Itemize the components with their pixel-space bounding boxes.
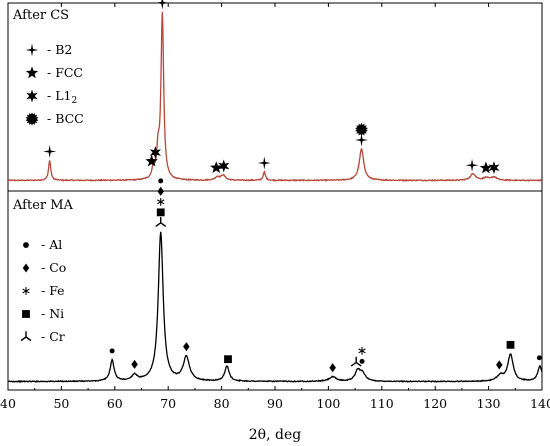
x-tick-label-40: 40 [0, 396, 16, 411]
peak-marker-ma-8-diamond [496, 360, 503, 370]
legend-label-cs-1: - FCC [47, 65, 83, 80]
peak-marker-ma-7-asterisk [358, 346, 366, 355]
peak-marker-ma-3-diamond [183, 342, 190, 352]
peak-markers-ma [109, 178, 542, 373]
peak-markers-cs [43, 0, 500, 175]
peak-marker-ma-9-square [506, 340, 515, 349]
legend-label-cs-2: - L12 [47, 88, 77, 106]
x-tick-label-120: 120 [423, 396, 447, 411]
x-axis-title: 2θ, deg [249, 427, 301, 443]
peak-marker-cs-3-cross4 [155, 0, 169, 10]
legend-label-ma-2: - Fe [41, 283, 65, 298]
legend-subscript-cs-2: 2 [71, 96, 77, 106]
peak-marker-cs-8-cross4 [465, 158, 479, 172]
x-tick-label-50: 50 [53, 396, 69, 411]
peak-marker-ma-0-dot [109, 348, 115, 354]
legend-symbol-asterisk [22, 287, 30, 295]
peak-marker-cs-6-cross4 [257, 156, 271, 170]
peak-marker-cs-4-star5 [210, 161, 223, 173]
legend-symbol-square [22, 310, 30, 318]
peak-marker-ma-2-dot [158, 178, 164, 184]
legend-symbol-star5 [25, 66, 39, 79]
panel-label-ma: After MA [12, 198, 74, 213]
peak-marker-ma-4-square [224, 355, 232, 364]
x-tick-label-80: 80 [214, 396, 230, 411]
legend-cs: - B2 - FCC - L12 - BCC [25, 42, 84, 126]
peak-marker-cs-2-star6 [149, 145, 162, 159]
peak-marker-ma-1-diamond [131, 359, 138, 369]
x-tick-label-70: 70 [160, 396, 176, 411]
legend-label-cs-3: - BCC [47, 111, 84, 126]
x-tick-label-130: 130 [477, 396, 501, 411]
peak-marker-cs-9-star5 [479, 161, 493, 174]
legend-symbol-star6 [26, 89, 38, 103]
legend-label-cs-0: - B2 [47, 42, 72, 57]
x-tick-label-60: 60 [107, 396, 123, 411]
peak-marker-ma-2-diamond [157, 186, 164, 196]
legend-label-ma-0: - Al [41, 237, 62, 252]
legend-symbol-cross4 [25, 43, 39, 57]
x-tick-label-90: 90 [267, 396, 283, 411]
peak-marker-cs-0-cross4 [43, 145, 57, 159]
peak-marker-cs-1-star5 [145, 154, 158, 167]
series-line-after-cs [7, 11, 543, 182]
legend-label-ma-3: - Ni [41, 306, 64, 321]
peak-marker-ma-7-dot [359, 358, 365, 364]
legend-label-ma-4: - Cr [41, 329, 65, 344]
peak-marker-cs-7-burst [355, 122, 368, 137]
peak-marker-cs-10-star6 [488, 161, 500, 175]
legend-symbol-diamond [22, 263, 30, 273]
legend-symbol-tri [20, 331, 32, 341]
legend-label-ma-1: - Co [41, 260, 66, 275]
x-tick-label-110: 110 [370, 396, 394, 411]
series-line-after-ma [7, 231, 543, 383]
x-tick-label-100: 100 [316, 396, 340, 411]
peak-marker-ma-2-square [156, 208, 165, 217]
peak-marker-ma-5-diamond [329, 363, 336, 373]
peak-marker-ma-6-tri [350, 356, 362, 367]
plot-frame [7, 2, 543, 391]
x-tick-label-140: 140 [530, 396, 550, 411]
peak-marker-ma-10-dot [536, 355, 542, 361]
legend-symbol-burst [25, 112, 39, 126]
peak-marker-cs-7-cross4 [355, 133, 369, 147]
peak-marker-cs-5-star6 [218, 159, 230, 173]
peak-marker-ma-2-asterisk [157, 197, 165, 206]
panel-label-cs: After CS [12, 8, 69, 23]
x-axis-ticks: 40 50 60 70 80 90 100 110 120 130 140 [0, 3, 550, 411]
legend-symbol-dot [23, 242, 29, 248]
peak-marker-ma-2-tri [155, 216, 166, 227]
legend-ma: - Al - Co - Fe - Ni - Cr [20, 237, 66, 344]
